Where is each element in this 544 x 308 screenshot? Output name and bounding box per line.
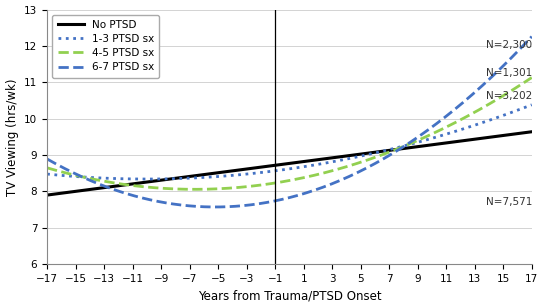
X-axis label: Years from Trauma/PTSD Onset: Years from Trauma/PTSD Onset [197,290,381,302]
Text: N=3,202: N=3,202 [486,91,533,101]
Text: N=2,300: N=2,300 [486,40,532,50]
Text: N=7,571: N=7,571 [486,197,533,207]
Y-axis label: TV Viewing (hrs/wk): TV Viewing (hrs/wk) [5,78,18,196]
Text: N=1,301: N=1,301 [486,68,533,78]
Legend: No PTSD, 1-3 PTSD sx, 4-5 PTSD sx, 6-7 PTSD sx: No PTSD, 1-3 PTSD sx, 4-5 PTSD sx, 6-7 P… [52,15,159,78]
